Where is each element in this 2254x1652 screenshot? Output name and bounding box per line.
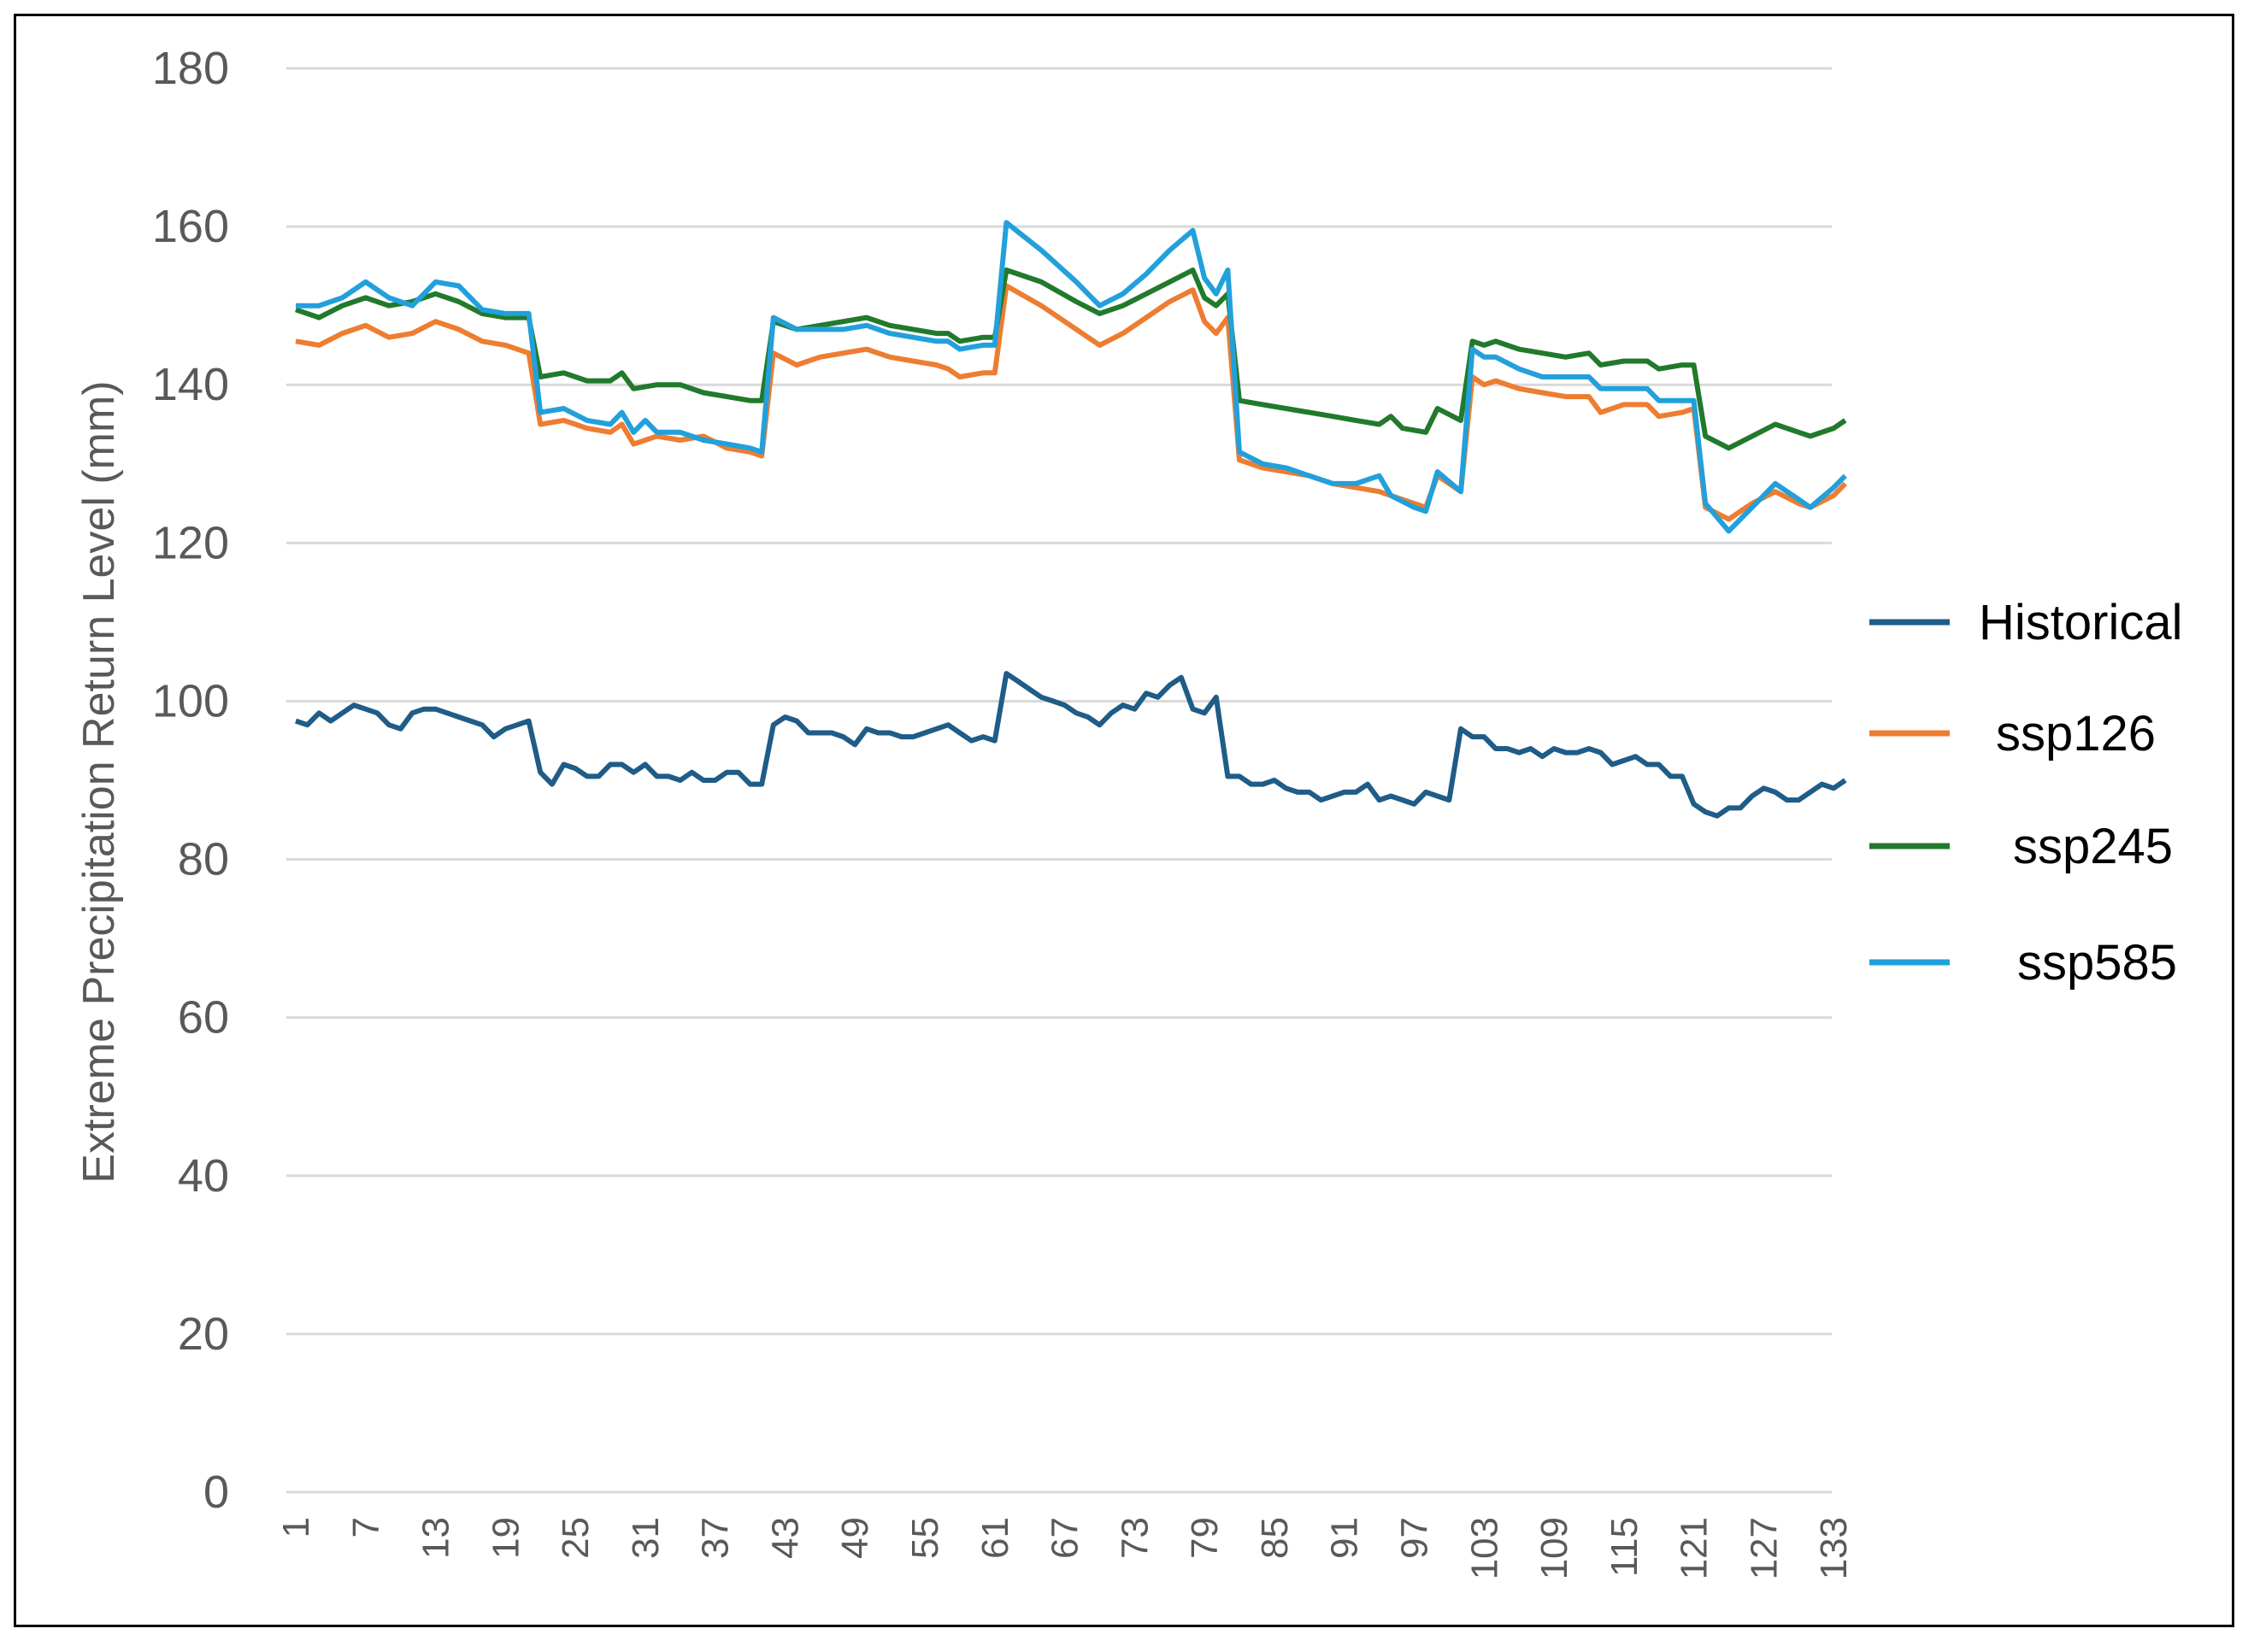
x-tick-label: 103 — [1463, 1517, 1505, 1579]
x-tick-label: 25 — [555, 1517, 597, 1559]
series-line-historical — [295, 671, 1847, 819]
x-tick-label: 43 — [764, 1517, 806, 1559]
x-tick-label: 19 — [485, 1517, 527, 1559]
y-tick-label: 20 — [178, 1308, 229, 1360]
y-tick-label: 120 — [152, 517, 229, 568]
x-tick-label: 97 — [1393, 1517, 1435, 1559]
series-line-ssp245 — [295, 267, 1847, 451]
y-tick-label: 40 — [178, 1150, 229, 1202]
legend: Historical ssp126 ssp245 ssp585 — [1869, 595, 2183, 991]
legend-label-ssp245: ssp245 — [2013, 819, 2173, 874]
x-tick-label: 37 — [695, 1517, 737, 1559]
x-tick-label: 67 — [1045, 1517, 1086, 1559]
x-tick-label: 115 — [1604, 1517, 1645, 1577]
x-tick-label: 121 — [1674, 1517, 1716, 1579]
y-tick-label: 140 — [152, 359, 229, 410]
x-tick-label: 79 — [1184, 1517, 1226, 1559]
y-axis-ticks: 0 20 40 60 80 100 120 140 160 180 — [152, 43, 229, 1518]
x-tick-label: 133 — [1813, 1517, 1855, 1579]
x-tick-label: 127 — [1743, 1517, 1785, 1579]
x-tick-label: 13 — [415, 1517, 457, 1559]
y-tick-label: 100 — [152, 675, 229, 726]
y-tick-label: 160 — [152, 201, 229, 252]
x-axis-ticks: 1 7 13 19 25 31 37 43 49 55 61 67 73 79 85 91 97 103 109 11… — [275, 1517, 1855, 1579]
x-tick-label: 91 — [1324, 1517, 1366, 1559]
x-tick-label: 85 — [1254, 1517, 1296, 1559]
x-tick-label: 61 — [974, 1517, 1016, 1559]
x-tick-label: 31 — [625, 1517, 667, 1559]
x-tick-label: 73 — [1114, 1517, 1156, 1559]
series-line-ssp585 — [296, 220, 1847, 534]
series-lines — [295, 220, 1847, 819]
legend-label-ssp126: ssp126 — [1996, 706, 2156, 761]
x-tick-label: 55 — [904, 1517, 946, 1559]
x-tick-label: 49 — [834, 1517, 876, 1559]
series-line-ssp126 — [295, 283, 1847, 522]
gridlines — [286, 67, 1832, 1494]
x-tick-label: 1 — [275, 1517, 317, 1537]
y-tick-label: 80 — [178, 834, 229, 885]
y-axis-title: Extreme Precipitation Return Level (mm) — [74, 380, 124, 1183]
y-tick-label: 60 — [178, 992, 229, 1044]
y-tick-label: 180 — [152, 43, 229, 94]
x-tick-label: 109 — [1533, 1517, 1575, 1579]
x-tick-label: 7 — [345, 1517, 387, 1537]
chart-frame — [14, 14, 2234, 1627]
y-tick-label: 0 — [203, 1467, 229, 1518]
legend-label-ssp585: ssp585 — [2017, 935, 2177, 991]
legend-label-historical: Historical — [1979, 595, 2183, 650]
